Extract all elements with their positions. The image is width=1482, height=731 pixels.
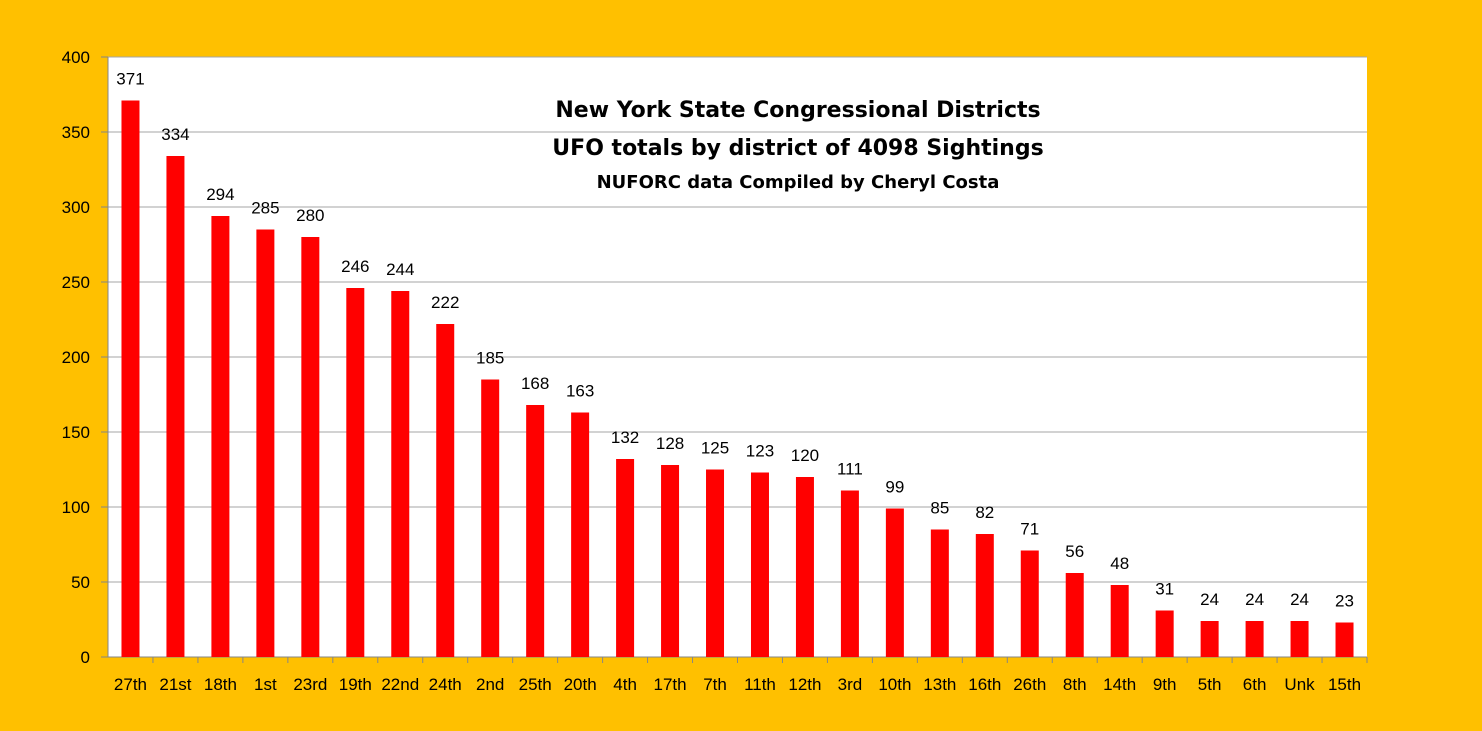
chart-title: New York State Congressional Districts [555, 98, 1041, 123]
bar-2nd [481, 379, 500, 657]
x-tick-label: 10th [878, 675, 911, 694]
x-tick-label: 24th [429, 675, 462, 694]
y-tick-label: 100 [62, 498, 90, 517]
bar-4th [616, 459, 635, 657]
bar-25th [526, 405, 545, 657]
x-tick-label: 3rd [838, 675, 863, 694]
y-tick-label: 200 [62, 348, 90, 367]
bar-11th [750, 472, 769, 657]
bar-22nd [391, 291, 410, 657]
x-tick-label: 2nd [476, 675, 504, 694]
data-label: 371 [116, 70, 144, 89]
bar-8th [1065, 573, 1084, 657]
data-label: 85 [930, 499, 949, 518]
x-tick-label: 25th [519, 675, 552, 694]
bar-3rd [840, 490, 859, 657]
x-tick-label: 18th [204, 675, 237, 694]
data-label: 111 [837, 460, 863, 479]
x-tick-label: 15th [1328, 675, 1361, 694]
x-tick-label: 7th [703, 675, 727, 694]
bar-19th [346, 288, 365, 657]
bar-16th [975, 534, 994, 657]
bar-24th [436, 324, 455, 657]
data-label: 23 [1335, 592, 1354, 611]
x-tick-label: 22nd [381, 675, 419, 694]
x-tick-label: 1st [254, 675, 277, 694]
x-tick-label: Unk [1284, 675, 1315, 694]
bar-13th [930, 529, 949, 657]
data-label: 24 [1200, 590, 1219, 609]
data-label: 125 [701, 439, 729, 458]
bar-7th [706, 469, 725, 657]
data-label: 294 [206, 185, 234, 204]
data-label: 82 [975, 503, 994, 522]
x-tick-label: 11th [744, 675, 776, 694]
x-tick-label: 20th [564, 675, 597, 694]
y-tick-label: 250 [62, 273, 90, 292]
bar-14th [1110, 585, 1129, 657]
data-label: 222 [431, 293, 459, 312]
bar-1st [256, 229, 275, 657]
data-label: 334 [161, 125, 189, 144]
data-label: 24 [1245, 590, 1264, 609]
y-tick-label: 300 [62, 198, 90, 217]
x-tick-label: 26th [1013, 675, 1046, 694]
bar-26th [1020, 550, 1039, 657]
bar-10th [885, 508, 904, 657]
x-tick-label: 16th [968, 675, 1001, 694]
data-label: 128 [656, 434, 684, 453]
bar-18th [211, 216, 230, 657]
y-tick-label: 50 [71, 573, 90, 592]
data-label: 132 [611, 428, 639, 447]
bar-21st [166, 156, 185, 657]
bar-27th [121, 100, 140, 657]
data-label: 71 [1020, 520, 1039, 539]
data-label: 24 [1290, 590, 1309, 609]
x-tick-label: 19th [339, 675, 372, 694]
x-tick-label: 14th [1103, 675, 1136, 694]
data-label: 48 [1110, 554, 1129, 573]
data-label: 120 [791, 446, 819, 465]
data-label: 163 [566, 382, 594, 401]
x-tick-label: 17th [654, 675, 687, 694]
data-label: 246 [341, 257, 369, 276]
data-label: 185 [476, 349, 504, 368]
y-tick-label: 400 [62, 48, 90, 67]
x-tick-label: 9th [1153, 675, 1177, 694]
bar-5th [1200, 621, 1219, 657]
data-label: 285 [251, 199, 279, 218]
bar-9th [1155, 610, 1174, 657]
x-tick-label: 27th [114, 675, 147, 694]
x-tick-label: 6th [1243, 675, 1267, 694]
x-tick-label: 4th [613, 675, 637, 694]
bar-15th [1335, 622, 1354, 657]
data-label: 123 [746, 442, 774, 461]
x-tick-label: 21st [159, 675, 191, 694]
bar-17th [661, 465, 680, 657]
x-tick-label: 13th [923, 675, 956, 694]
data-label: 56 [1065, 542, 1084, 561]
bar-Unk [1290, 621, 1309, 657]
x-tick-label: 12th [788, 675, 821, 694]
data-label: 168 [521, 374, 549, 393]
data-label: 99 [885, 478, 904, 497]
y-tick-label: 150 [62, 423, 90, 442]
bar-23rd [301, 237, 320, 657]
bar-20th [571, 412, 590, 657]
x-tick-label: 23rd [293, 675, 327, 694]
chart-subtitle: UFO totals by district of 4098 Sightings [552, 136, 1044, 161]
chart-caption: NUFORC data Compiled by Cheryl Costa [596, 172, 1000, 193]
x-tick-label: 5th [1198, 675, 1222, 694]
y-tick-label: 350 [62, 123, 90, 142]
y-tick-label: 0 [81, 648, 90, 667]
bar-12th [795, 477, 814, 657]
bar-6th [1245, 621, 1264, 657]
data-label: 244 [386, 260, 414, 279]
data-label: 31 [1155, 580, 1174, 599]
data-label: 280 [296, 206, 324, 225]
x-tick-label: 8th [1063, 675, 1087, 694]
